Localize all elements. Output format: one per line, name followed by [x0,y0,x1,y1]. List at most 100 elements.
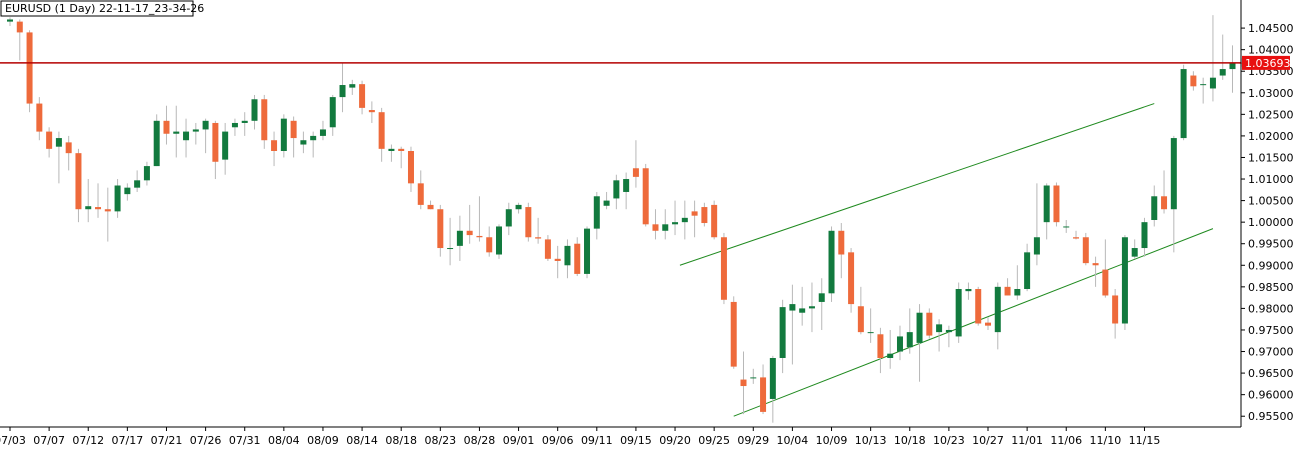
candle [1033,183,1040,266]
candle [887,329,894,369]
candle [124,183,131,201]
candle-body-bear [642,168,649,225]
x-tick-label: 09/25 [698,434,730,447]
candle-body-bear [652,224,659,231]
candle [740,351,747,415]
candle-body-bull [7,19,13,22]
candle-body-bear [730,301,737,367]
candle [1219,34,1226,80]
candle-body-bear [1053,185,1060,223]
title-frame [0,0,194,17]
candle-body-bear [1102,269,1109,296]
candle-body-bull [231,122,238,128]
candle-body-bull [339,85,346,98]
candle [1024,243,1031,292]
x-tick-label: 09/15 [620,434,652,447]
candle-body-bear [525,207,532,238]
candle-body-bull [593,196,600,229]
candle-body-bear [407,151,414,184]
candle-body-bear [368,110,375,113]
y-tick-label: 0.95500 [1248,410,1294,423]
candle [525,202,532,242]
candle [261,94,268,149]
candle-body-bear [271,140,278,151]
candle [36,97,43,141]
candle-body-bear [1073,237,1080,239]
candle [388,144,395,162]
candle [564,239,571,279]
current-price-label: 1.03693 [1242,55,1291,70]
candle-body-bull [808,306,815,309]
candle-body-bull [329,97,336,128]
candle-body-bull [613,180,620,199]
x-tick-label: 08/18 [385,434,417,447]
candle [730,296,737,369]
candle-body-bear [1092,263,1099,266]
candle [652,209,659,240]
candle [1014,265,1021,300]
candle-body-bull [1033,237,1040,255]
candle-body-bull [183,131,190,141]
candle-body-bear [359,84,366,108]
x-tick-label: 11/01 [1011,434,1043,447]
candle-body-bull [1200,84,1207,86]
candle-body-bull [779,307,786,358]
candle-body-bull [896,336,903,352]
candle-body-bull [241,120,248,123]
candle-body-bull [505,209,512,227]
candle-body-bear [848,252,855,305]
candle-body-bull [388,148,395,151]
candle-body-bear [1112,295,1119,324]
candle-body-bull [456,230,463,246]
candle-body-bear [740,379,747,387]
candle [104,187,111,242]
candle [603,191,610,210]
candle [554,245,561,279]
candle [936,319,943,352]
candle [691,200,698,238]
y-tick-label: 1.00000 [1248,216,1294,229]
candle [163,105,170,145]
candle-body-bull [1219,69,1226,76]
candle-body-bull [867,332,874,334]
candle [271,131,278,167]
candle [750,368,757,384]
candle [65,135,72,171]
candle-body-bull [124,187,131,195]
candle [1200,77,1207,104]
x-tick-label: 10/23 [933,434,965,447]
candle-body-bear [877,334,884,358]
candle-body-bear [290,120,297,139]
candle [153,114,160,167]
y-tick-label: 1.01500 [1248,151,1294,164]
candle [955,282,962,343]
candle-body-bull [994,286,1001,333]
channel-upper-line[interactable] [679,103,1155,266]
candle-body-bear [1004,286,1011,296]
candle [1141,217,1148,257]
candle-body-bull [799,308,806,313]
candle [1209,15,1216,102]
y-tick-label: 1.00500 [1248,195,1294,208]
candle [838,223,845,279]
candle [1180,64,1187,141]
candle [466,204,473,244]
y-tick-label: 1.02500 [1248,108,1294,121]
candle-body-bear [1190,75,1197,87]
candle [779,299,786,374]
candle-body-bear [95,207,102,210]
candle [711,200,718,240]
candle-body-bear [261,99,268,141]
axes-layer: 0.95500 0.96000 0.96500 0.97000 0.97500 0.980… [0,0,1294,447]
candle-body-bear [75,153,82,210]
candle-body-bull [1229,62,1236,70]
candle-body-bear [857,306,864,333]
x-tick-label: 08/09 [307,434,339,447]
candle-body-bear [466,230,473,236]
channel-lower-line[interactable] [733,228,1214,417]
x-tick-label: 11/06 [1050,434,1082,447]
candle-body-bear [163,120,170,134]
candle [769,355,776,423]
current-price-label-text: 1.03693 [1245,57,1291,70]
